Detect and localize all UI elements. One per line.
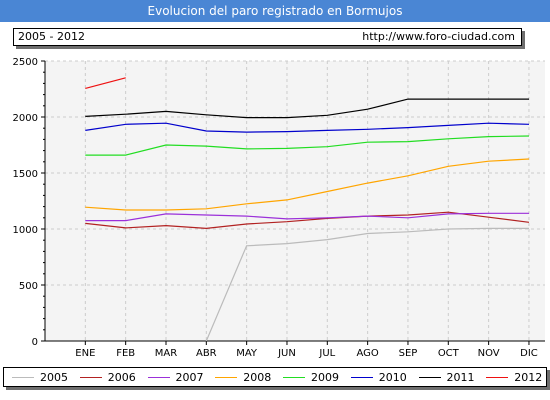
period-label: 2005 - 2012 <box>18 30 85 43</box>
y-tick-label: 1500 <box>13 169 38 180</box>
x-tick-label: MAY <box>236 348 258 359</box>
legend-swatch <box>147 376 170 378</box>
x-tick-label: JUN <box>277 348 296 359</box>
legend-label: 2011 <box>446 370 475 384</box>
chart-title-bar: Evolucion del paro registrado en Bormujo… <box>0 0 550 22</box>
x-tick-label: NOV <box>478 348 500 359</box>
legend-item-2008: 2008 <box>215 368 271 386</box>
series-line-2006 <box>85 211 530 230</box>
series-line-2005 <box>205 227 529 342</box>
series-line-2012 <box>85 77 126 89</box>
series-line-2007 <box>85 212 529 222</box>
legend-swatch <box>486 376 509 378</box>
x-tick-label: ENE <box>75 348 95 359</box>
x-tick-label: JUL <box>318 348 335 359</box>
y-tick-label: 0 <box>32 337 38 348</box>
legend-swatch <box>350 376 373 378</box>
legend-swatch <box>418 376 441 378</box>
legend-swatch <box>79 376 102 378</box>
x-tick-label: OCT <box>438 348 460 359</box>
plot-area <box>45 61 545 341</box>
y-tick-label: 1000 <box>13 225 38 236</box>
chart-title: Evolucion del paro registrado en Bormujo… <box>147 4 403 18</box>
legend-item-2006: 2006 <box>79 368 136 386</box>
series-line-2011 <box>85 98 529 119</box>
legend-label: 2012 <box>514 370 543 384</box>
x-tick-label: AGO <box>356 348 378 359</box>
legend-item-2010: 2010 <box>350 368 407 386</box>
legend-swatch <box>12 376 34 378</box>
info-box: 2005 - 2012 http://www.foro-ciudad.com <box>13 28 522 46</box>
legend-label: 2007 <box>175 370 204 384</box>
legend-swatch <box>283 376 305 378</box>
legend-label: 2010 <box>378 370 407 384</box>
series-line-2010 <box>85 122 530 133</box>
x-tick-label: FEB <box>116 348 135 359</box>
legend-item-2011: 2011 <box>418 368 475 386</box>
source-url: http://www.foro-ciudad.com <box>362 30 515 43</box>
y-tick-label: 2500 <box>13 57 38 68</box>
x-tick-label: SEP <box>399 348 418 359</box>
legend-item-2012: 2012 <box>486 368 542 386</box>
legend: 2005 2006 2007 2008 2009 2010 2011 2012 <box>3 367 547 387</box>
legend-item-2005: 2005 <box>12 368 68 386</box>
series-line-2009 <box>85 135 530 156</box>
legend-label: 2009 <box>311 370 339 384</box>
y-tick-label: 2000 <box>13 113 38 124</box>
legend-label: 2008 <box>243 370 272 384</box>
legend-swatch <box>215 376 238 378</box>
x-tick-label: DIC <box>520 348 538 359</box>
legend-label: 2006 <box>107 370 136 384</box>
legend-item-2009: 2009 <box>283 368 339 386</box>
y-tick-label: 500 <box>19 281 38 292</box>
x-tick-label: ABR <box>196 348 217 359</box>
legend-label: 2005 <box>40 370 68 384</box>
x-tick-label: MAR <box>155 348 177 359</box>
series-line-2008 <box>85 158 530 211</box>
legend-item-2007: 2007 <box>147 368 204 386</box>
